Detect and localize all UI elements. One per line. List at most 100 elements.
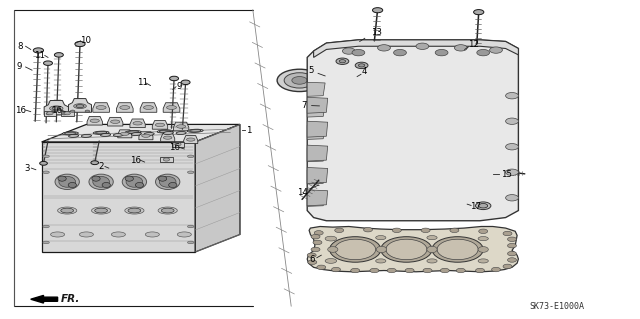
FancyArrow shape (31, 295, 58, 303)
Circle shape (311, 247, 320, 252)
Circle shape (381, 237, 432, 262)
Circle shape (416, 43, 429, 49)
Text: 4: 4 (362, 67, 367, 76)
Ellipse shape (177, 232, 191, 237)
Text: 17: 17 (470, 202, 481, 211)
Polygon shape (130, 119, 145, 128)
Ellipse shape (189, 130, 201, 132)
Ellipse shape (427, 235, 437, 240)
Ellipse shape (157, 130, 173, 133)
Circle shape (313, 240, 322, 245)
Ellipse shape (478, 247, 488, 252)
Polygon shape (307, 226, 518, 272)
Ellipse shape (159, 130, 171, 133)
Circle shape (392, 228, 401, 233)
Circle shape (506, 118, 518, 124)
Polygon shape (116, 103, 133, 112)
Text: SK73-E1000A: SK73-E1000A (529, 302, 584, 311)
Circle shape (292, 77, 307, 84)
Text: 16: 16 (15, 106, 26, 115)
Circle shape (364, 227, 372, 232)
Circle shape (506, 144, 518, 150)
Circle shape (85, 110, 90, 112)
Ellipse shape (51, 232, 65, 237)
Ellipse shape (169, 182, 177, 188)
Polygon shape (307, 167, 328, 183)
Ellipse shape (102, 182, 111, 188)
Circle shape (64, 112, 70, 115)
Circle shape (358, 64, 365, 67)
Circle shape (91, 161, 99, 165)
Circle shape (437, 239, 478, 260)
Text: 7: 7 (301, 101, 307, 110)
Circle shape (335, 228, 344, 233)
Ellipse shape (58, 207, 77, 214)
Ellipse shape (177, 125, 186, 128)
Ellipse shape (43, 155, 49, 158)
Ellipse shape (176, 131, 186, 135)
Ellipse shape (376, 246, 387, 253)
Ellipse shape (100, 133, 111, 137)
Polygon shape (42, 124, 240, 142)
Circle shape (352, 49, 365, 56)
Circle shape (454, 45, 467, 51)
Circle shape (421, 228, 430, 233)
Circle shape (506, 169, 518, 175)
Circle shape (508, 237, 516, 241)
Polygon shape (307, 40, 518, 221)
Ellipse shape (92, 176, 100, 181)
Ellipse shape (163, 131, 173, 135)
Polygon shape (139, 132, 153, 140)
Polygon shape (140, 103, 157, 112)
Text: 14: 14 (296, 188, 308, 197)
Polygon shape (307, 97, 328, 113)
Ellipse shape (122, 174, 147, 189)
Polygon shape (195, 124, 240, 252)
Polygon shape (42, 142, 195, 252)
Circle shape (394, 49, 406, 56)
Polygon shape (307, 103, 325, 117)
Circle shape (370, 268, 379, 273)
Circle shape (423, 268, 432, 273)
Circle shape (330, 237, 381, 262)
Ellipse shape (166, 106, 177, 109)
Circle shape (508, 258, 516, 262)
Ellipse shape (90, 119, 99, 122)
Circle shape (181, 80, 190, 85)
Ellipse shape (163, 136, 172, 139)
Polygon shape (307, 121, 328, 137)
Circle shape (40, 161, 47, 165)
Ellipse shape (126, 176, 143, 187)
Ellipse shape (156, 174, 180, 189)
Ellipse shape (136, 182, 144, 188)
Ellipse shape (478, 237, 488, 241)
Circle shape (54, 53, 63, 57)
Circle shape (474, 10, 484, 15)
Circle shape (479, 229, 488, 234)
Text: 12: 12 (468, 40, 479, 48)
Ellipse shape (79, 232, 93, 237)
Circle shape (456, 268, 465, 273)
Ellipse shape (125, 176, 134, 181)
Ellipse shape (144, 132, 154, 136)
Circle shape (476, 202, 491, 210)
Circle shape (332, 267, 340, 272)
Circle shape (336, 58, 349, 64)
Polygon shape (87, 116, 102, 125)
Circle shape (386, 239, 427, 260)
Ellipse shape (427, 246, 437, 253)
Ellipse shape (55, 174, 79, 189)
Text: 8: 8 (18, 42, 23, 51)
Circle shape (490, 47, 502, 53)
Ellipse shape (143, 106, 154, 109)
Circle shape (372, 8, 383, 13)
Ellipse shape (81, 134, 92, 137)
Ellipse shape (125, 130, 141, 134)
Ellipse shape (161, 208, 174, 213)
Circle shape (61, 113, 67, 115)
Ellipse shape (156, 123, 164, 127)
Circle shape (405, 268, 414, 273)
Circle shape (33, 48, 44, 53)
Ellipse shape (325, 236, 337, 241)
Circle shape (307, 253, 316, 257)
